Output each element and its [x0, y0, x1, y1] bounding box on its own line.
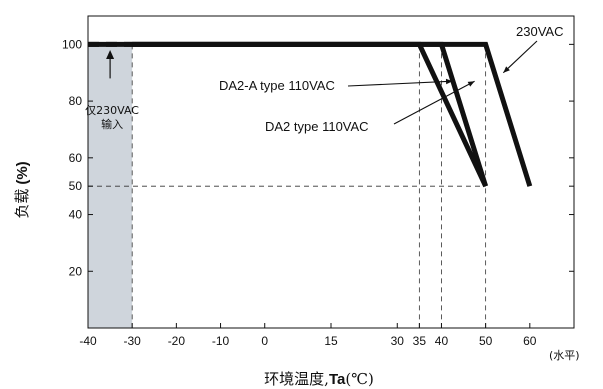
- leader-da2a-head: [445, 78, 453, 85]
- series-label-da2-110vac: DA2 type 110VAC: [265, 119, 369, 134]
- series-label-da2a-110vac: DA2-A type 110VAC: [219, 78, 335, 93]
- y-axis-title-bold: (%): [14, 161, 31, 184]
- series-line: [132, 41, 488, 188]
- x-tick-label: 35: [413, 334, 427, 348]
- leader-da2: [393, 80, 475, 125]
- y-axis-title-prefix: 负载: [13, 189, 31, 219]
- series-lines: [88, 41, 533, 188]
- series-line: [132, 41, 489, 187]
- x-axis-title-prefix: 环境温度,: [264, 370, 329, 388]
- x-tick-label: 0: [261, 334, 268, 348]
- y-tick-label: 60: [69, 151, 83, 165]
- y-tick-label: 50: [69, 179, 83, 193]
- x-tick-label: 60: [523, 334, 537, 348]
- label-leaders: [347, 40, 538, 125]
- y-tick-label: 40: [69, 208, 83, 222]
- series-label-230vac: 230VAC: [516, 24, 563, 39]
- x-axis-title-suffix: (℃): [345, 370, 373, 388]
- x-tick-label: -40: [79, 334, 97, 348]
- leader-da2a: [347, 80, 453, 87]
- y-tick-label: 80: [69, 94, 83, 108]
- plot-frame: [87, 15, 575, 329]
- x-tick-label: -20: [168, 334, 186, 348]
- x-tick-label: 15: [324, 334, 338, 348]
- leader-230vac-head: [503, 66, 510, 73]
- y-tick-label: 20: [69, 264, 83, 278]
- x-tick-label: 40: [435, 334, 449, 348]
- y-tick-label: 100: [62, 37, 82, 51]
- y-axis-title: 负载 (%): [13, 161, 31, 218]
- x-unit-label: (水平): [549, 349, 580, 362]
- x-axis-title: 环境温度,Ta(℃): [264, 370, 374, 388]
- shaded-region-label: 仅230VAC: [85, 104, 139, 117]
- x-axis-title-bold: Ta: [329, 371, 346, 388]
- x-tick-label: -30: [124, 334, 142, 348]
- x-tick-label: 30: [391, 334, 405, 348]
- shaded-region-arrowhead: [106, 50, 115, 60]
- axis-ticks: -40 -30 -20 -10 0 15 30 35 40 50 60 20 40 50 60 80 100: [62, 37, 574, 348]
- x-tick-label: -10: [212, 334, 230, 348]
- shaded-region-label-2: 输入: [101, 117, 123, 131]
- leader-230vac: [502, 40, 538, 74]
- x-tick-label: 50: [479, 334, 493, 348]
- leader-da2-head: [467, 81, 475, 87]
